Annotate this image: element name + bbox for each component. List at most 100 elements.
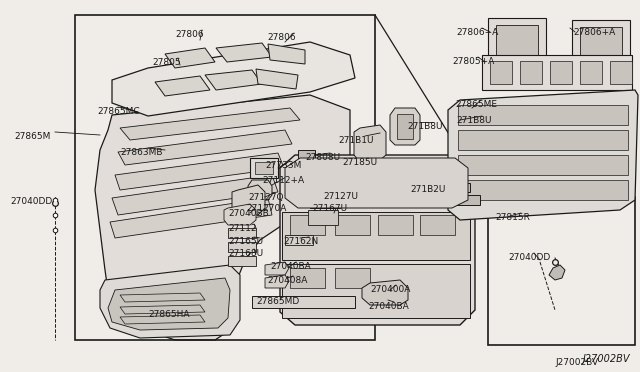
- Text: 27865HA: 27865HA: [148, 310, 189, 319]
- Polygon shape: [118, 130, 292, 165]
- Bar: [255, 162, 273, 174]
- Text: 27805: 27805: [152, 58, 180, 67]
- Bar: [378, 215, 413, 235]
- Text: 271270A: 271270A: [246, 204, 286, 213]
- Bar: [290, 215, 325, 235]
- Polygon shape: [115, 153, 284, 190]
- Bar: [458, 130, 628, 150]
- Polygon shape: [205, 70, 262, 90]
- Text: 27127U: 27127U: [323, 192, 358, 201]
- Text: 27162N: 27162N: [283, 237, 318, 246]
- Bar: [420, 215, 455, 235]
- Bar: [75, 15, 375, 340]
- Bar: [482, 55, 632, 90]
- Bar: [496, 25, 538, 56]
- Text: 27806: 27806: [267, 33, 296, 42]
- Bar: [228, 242, 256, 252]
- Polygon shape: [256, 69, 298, 89]
- Text: 27040BA: 27040BA: [368, 302, 409, 311]
- Bar: [580, 27, 622, 58]
- Bar: [610, 61, 632, 84]
- Bar: [335, 268, 370, 288]
- Polygon shape: [265, 275, 289, 288]
- Bar: [290, 163, 330, 188]
- Polygon shape: [285, 158, 468, 208]
- Polygon shape: [110, 198, 272, 238]
- Bar: [458, 105, 628, 125]
- Bar: [310, 190, 340, 208]
- Bar: [490, 61, 512, 84]
- Polygon shape: [165, 48, 215, 68]
- Bar: [282, 212, 470, 260]
- Text: 27806: 27806: [175, 30, 204, 39]
- Bar: [458, 180, 628, 200]
- Polygon shape: [120, 108, 300, 140]
- Bar: [252, 296, 355, 308]
- Text: 27185U: 27185U: [342, 158, 377, 167]
- Polygon shape: [112, 42, 355, 116]
- Polygon shape: [95, 95, 350, 340]
- Text: 27040DD: 27040DD: [508, 253, 550, 262]
- Text: 27167U: 27167U: [312, 204, 347, 213]
- Text: 27112+A: 27112+A: [262, 176, 304, 185]
- Text: 27805+A: 27805+A: [452, 57, 494, 66]
- Text: 27168U: 27168U: [228, 249, 263, 258]
- Text: 270400A: 270400A: [370, 285, 410, 294]
- Bar: [488, 197, 635, 345]
- Text: J27002BV: J27002BV: [582, 354, 630, 364]
- Text: 27865M: 27865M: [14, 132, 51, 141]
- Text: 27806+A: 27806+A: [456, 28, 499, 37]
- Bar: [580, 61, 602, 84]
- Polygon shape: [390, 108, 420, 145]
- Bar: [378, 163, 418, 188]
- Text: 271B2U: 271B2U: [410, 185, 445, 194]
- Text: 27815R: 27815R: [495, 213, 530, 222]
- Text: 271B8U: 271B8U: [456, 116, 492, 125]
- Polygon shape: [155, 76, 210, 96]
- Text: 27112: 27112: [228, 224, 257, 233]
- Text: 27808U: 27808U: [305, 153, 340, 162]
- Bar: [228, 256, 256, 266]
- Text: 27865MD: 27865MD: [256, 297, 300, 306]
- Polygon shape: [112, 175, 278, 215]
- Polygon shape: [354, 125, 386, 162]
- Text: 270408A: 270408A: [267, 276, 307, 285]
- Text: 27040DD: 27040DD: [10, 197, 52, 206]
- Text: 27806+A: 27806+A: [573, 28, 615, 37]
- Bar: [572, 20, 630, 65]
- Bar: [458, 155, 628, 175]
- Bar: [285, 235, 313, 245]
- Text: 27040BB: 27040BB: [228, 209, 269, 218]
- Bar: [412, 195, 480, 205]
- Bar: [290, 268, 325, 288]
- Text: 27127Q: 27127Q: [248, 193, 284, 202]
- Text: J27002BV: J27002BV: [555, 358, 598, 367]
- Bar: [250, 158, 278, 178]
- Bar: [420, 163, 460, 188]
- Text: 27863MB: 27863MB: [120, 148, 163, 157]
- Text: 27165U: 27165U: [228, 237, 263, 246]
- Text: 27865MC: 27865MC: [97, 107, 140, 116]
- Bar: [520, 61, 542, 84]
- Polygon shape: [549, 265, 565, 280]
- Bar: [335, 215, 370, 235]
- Polygon shape: [268, 44, 305, 64]
- Polygon shape: [265, 262, 289, 275]
- Bar: [488, 18, 546, 63]
- Bar: [308, 210, 338, 225]
- Polygon shape: [224, 204, 256, 225]
- Polygon shape: [108, 278, 230, 330]
- Polygon shape: [248, 180, 272, 200]
- Bar: [408, 183, 470, 192]
- Text: 27733M: 27733M: [265, 161, 301, 170]
- Text: 27865ME: 27865ME: [455, 100, 497, 109]
- Text: 271B1U: 271B1U: [338, 136, 374, 145]
- Polygon shape: [280, 155, 475, 325]
- Bar: [282, 264, 470, 318]
- Bar: [550, 61, 572, 84]
- Bar: [397, 114, 413, 139]
- Text: 271B8U: 271B8U: [407, 122, 442, 131]
- Polygon shape: [362, 280, 408, 305]
- Text: 27040BA: 27040BA: [270, 262, 311, 271]
- Bar: [335, 163, 375, 188]
